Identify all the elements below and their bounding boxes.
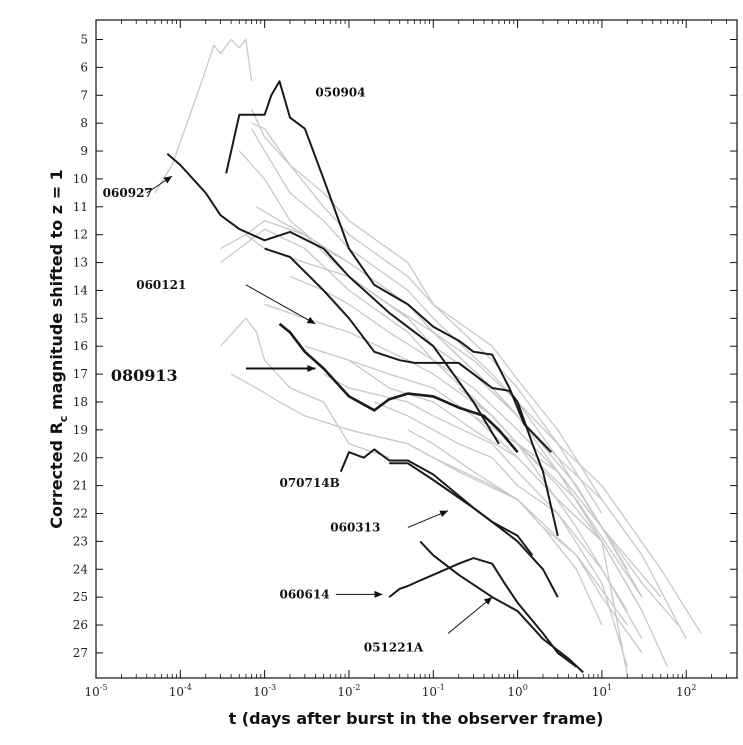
annotations-group: 050904 060927 060121 080913 070714B 060313 060… xyxy=(103,85,493,654)
y-tick-label-26: 26 xyxy=(73,618,88,632)
y-tick-label-5: 5 xyxy=(80,33,88,47)
y-tick-label-27: 27 xyxy=(73,646,88,660)
series-060614 xyxy=(388,557,578,668)
y-axis-title-sub: c xyxy=(57,416,70,423)
annotation-arrowhead-080913 xyxy=(307,365,316,372)
y-tick-label-20: 20 xyxy=(73,451,88,465)
y-tick-label-16: 16 xyxy=(73,339,88,353)
background-series-12 xyxy=(220,317,390,459)
y-axis-title: Corrected Rc magnitude shifted to z = 1 xyxy=(47,169,70,529)
background-series-11 xyxy=(264,303,643,598)
annotation-051221a: 051221A xyxy=(364,640,424,654)
y-tick-label-17: 17 xyxy=(73,367,88,381)
plot-frame xyxy=(95,19,738,679)
x-tick-label--2: 10-2 xyxy=(337,683,360,699)
series-060313 xyxy=(389,462,559,598)
annotation-070714b: 070714B xyxy=(279,476,339,490)
x-axis-title: t (days after burst in the observer fram… xyxy=(229,709,604,728)
background-series-3 xyxy=(251,128,603,528)
y-tick-label-25: 25 xyxy=(73,590,88,604)
annotation-060927: 060927 xyxy=(103,186,153,200)
background-series-9 xyxy=(245,220,702,634)
background-series-17 xyxy=(374,401,628,667)
y-tick-label-23: 23 xyxy=(73,534,88,548)
background-series-2 xyxy=(251,108,603,514)
x-tick-label--5: 10-5 xyxy=(84,683,107,699)
y-tick-label-7: 7 xyxy=(80,88,88,102)
annotation-080913: 080913 xyxy=(111,366,178,385)
series-080913 xyxy=(278,322,519,454)
x-tick-label--4: 10-4 xyxy=(169,683,192,699)
axis-ticks: 5 6 7 8 9 10 11 12 13 14 15 16 17 18 19 20 21 22 23 24 25 26 2… xyxy=(73,20,737,699)
series-050904 xyxy=(225,80,552,453)
y-tick-label-9: 9 xyxy=(80,144,88,158)
annotation-060614: 060614 xyxy=(279,587,329,601)
highlight-series-group xyxy=(166,80,584,674)
x-tick-label-1: 101 xyxy=(592,683,612,699)
annotation-arrowhead-060614 xyxy=(374,590,383,598)
y-tick-label-24: 24 xyxy=(73,562,89,576)
y-tick-label-8: 8 xyxy=(80,116,88,130)
background-series-15 xyxy=(323,373,643,640)
y-tick-label-21: 21 xyxy=(73,479,88,493)
y-axis-title-tail: magnitude shifted to z = 1 xyxy=(47,169,66,415)
annotation-060121: 060121 xyxy=(136,278,186,292)
y-tick-label-11: 11 xyxy=(73,200,88,214)
annotation-050904: 050904 xyxy=(315,85,365,99)
x-tick-label--3: 10-3 xyxy=(253,683,276,699)
x-tick-label-2: 102 xyxy=(676,683,696,699)
series-060927 xyxy=(166,153,500,445)
y-tick-label-10: 10 xyxy=(73,172,88,186)
background-series-19 xyxy=(407,429,643,654)
y-tick-label-12: 12 xyxy=(73,228,88,242)
annotation-arrowhead-060313 xyxy=(439,510,449,517)
series-051221a xyxy=(419,540,584,674)
background-series-18 xyxy=(348,429,603,626)
annotation-arrow-051221a xyxy=(447,596,493,634)
y-tick-label-6: 6 xyxy=(80,60,88,74)
series-060121 xyxy=(264,247,559,537)
annotation-arrow-060121 xyxy=(245,284,316,325)
background-series-1 xyxy=(154,38,253,194)
y-tick-label-13: 13 xyxy=(73,256,88,270)
y-axis-title-main: Corrected R xyxy=(47,422,66,529)
background-series-6 xyxy=(256,206,628,570)
background-series-22 xyxy=(473,415,628,676)
y-tick-label-19: 19 xyxy=(73,423,88,437)
background-series-7 xyxy=(220,234,643,598)
y-tick-label-14: 14 xyxy=(73,283,89,297)
x-tick-label-0: 100 xyxy=(507,683,527,699)
x-tick-label--1: 10-1 xyxy=(422,683,445,699)
background-series-21 xyxy=(458,387,679,626)
y-tick-label-22: 22 xyxy=(73,507,88,521)
annotation-060313: 060313 xyxy=(330,520,380,534)
background-series-4 xyxy=(251,122,603,500)
annotation-arrowhead-060927 xyxy=(163,176,173,184)
series-070714b xyxy=(339,448,534,556)
y-tick-label-18: 18 xyxy=(73,395,88,409)
y-tick-label-15: 15 xyxy=(73,311,88,325)
annotation-arrowhead-051221a xyxy=(483,597,493,605)
annotation-arrowhead-060121 xyxy=(306,316,316,324)
